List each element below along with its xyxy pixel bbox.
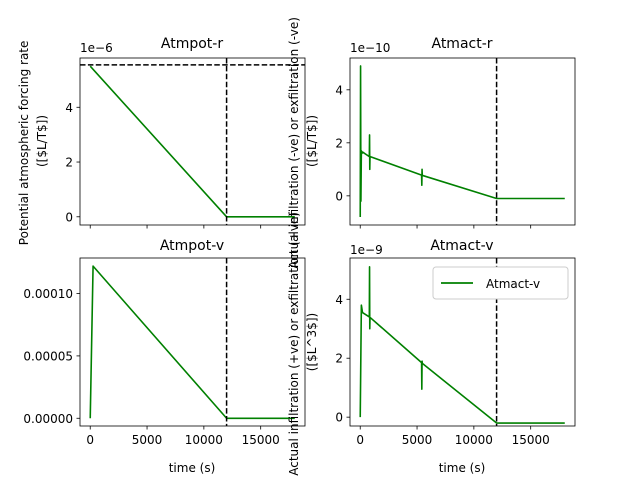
axes-frame-atmact-r bbox=[349, 57, 576, 226]
x-tick-label-atmact-v-2: 10000 bbox=[455, 433, 493, 447]
y-tick-label-atmpot-r-2: 4 bbox=[65, 101, 73, 115]
ylabel-atmact-r-line2: ([$L/T$]) bbox=[305, 115, 319, 167]
x-tick-label-atmpot-v-2: 10000 bbox=[185, 433, 223, 447]
title-atmact-v: Atmact-v bbox=[430, 238, 493, 254]
axes-frame-atmpot-v bbox=[79, 257, 306, 427]
y-tick-label-atmact-r-1: 2 bbox=[335, 136, 343, 150]
panel-atmpot-r: 0 2 4 Atmpot-r 1e−6 Potential atmospheric … bbox=[17, 36, 306, 245]
ylabel-atmpot-r: Potential atmospheric forcing rate ([$L/… bbox=[17, 37, 49, 245]
plot-area-atmpot-v: 0 5000 10000 15000 0.00000 0.00005 0.00010 bbox=[23, 257, 306, 447]
ylabel-atmact-v: Actual infiltration (+ve) or exfiltratio… bbox=[287, 208, 319, 476]
x-tick-label-atmpot-v-1: 5000 bbox=[132, 433, 163, 447]
offset-text-atmact-r: 1e−10 bbox=[350, 41, 390, 55]
y-tick-label-atmact-v-0: 0 bbox=[335, 411, 343, 425]
y-tick-label-atmact-v-1: 2 bbox=[335, 352, 343, 366]
series-line-atmact-r-0 bbox=[359, 65, 565, 218]
legend-box bbox=[432, 266, 569, 300]
series-line-atmpot-v-0 bbox=[89, 265, 295, 420]
x-tick-label-atmact-v-1: 5000 bbox=[402, 433, 433, 447]
panel-atmpot-v: 0 5000 10000 15000 0.00000 0.00005 0.00010 Atm… bbox=[23, 238, 306, 475]
axes-frame-atmact-v bbox=[349, 257, 576, 427]
legend-label-atmact-v: Atmact-v bbox=[486, 277, 540, 291]
y-tick-label-atmpot-v-0: 0.00000 bbox=[23, 412, 73, 426]
plot-area-atmact-r: 0 2 4 bbox=[335, 57, 576, 229]
y-tick-label-atmpot-v-2: 0.00010 bbox=[23, 287, 73, 301]
plot-area-atmpot-r: 0 2 4 bbox=[65, 57, 306, 229]
ylabel-atmact-r: Actual infiltration (-ve) or exfiltratio… bbox=[287, 13, 319, 268]
ylabel-atmpot-r-line2: ([$L/T$]) bbox=[35, 115, 49, 167]
y-tick-label-atmact-v-2: 4 bbox=[335, 293, 343, 307]
offset-text-atmact-v: 1e−9 bbox=[350, 243, 383, 257]
panel-atmact-r: 0 2 4 Atmact-r 1e−10 Actual infiltration (… bbox=[287, 13, 576, 269]
title-atmact-r: Atmact-r bbox=[431, 36, 492, 52]
legend: Atmact-v bbox=[432, 266, 569, 300]
y-tick-label-atmpot-v-1: 0.00005 bbox=[23, 349, 73, 363]
panel-atmact-v: 0 5000 10000 15000 0 2 4 Atmact-v 1e−9 time (s… bbox=[287, 208, 576, 476]
title-atmpot-r: Atmpot-r bbox=[161, 36, 223, 52]
ylabel-atmpot-r-line1: Potential atmospheric forcing rate bbox=[17, 41, 31, 246]
ylabel-atmact-v-line2: ([$L^3$]) bbox=[305, 313, 319, 371]
ylabel-atmact-r-line1: Actual infiltration (-ve) or exfiltratio… bbox=[287, 17, 301, 269]
y-tick-label-atmpot-r-1: 2 bbox=[65, 156, 73, 170]
series-line-atmact-v-0 bbox=[359, 266, 565, 424]
x-tick-label-atmpot-v-0: 0 bbox=[86, 433, 94, 447]
x-tick-label-atmpot-v-3: 15000 bbox=[242, 433, 280, 447]
xlabel-atmpot-v: time (s) bbox=[169, 461, 216, 475]
ylabel-atmact-v-line1: Actual infiltration (+ve) or exfiltratio… bbox=[287, 212, 301, 476]
offset-text-atmpot-r: 1e−6 bbox=[80, 41, 113, 55]
title-atmpot-v: Atmpot-v bbox=[160, 238, 224, 254]
x-tick-label-atmact-v-3: 15000 bbox=[512, 433, 550, 447]
x-tick-label-atmact-v-0: 0 bbox=[356, 433, 364, 447]
y-tick-label-atmpot-r-0: 0 bbox=[65, 210, 73, 224]
y-tick-label-atmact-r-0: 0 bbox=[335, 189, 343, 203]
axes-frame-atmpot-r bbox=[79, 57, 306, 226]
y-tick-label-atmact-r-2: 4 bbox=[335, 83, 343, 97]
xlabel-atmact-v: time (s) bbox=[439, 461, 486, 475]
